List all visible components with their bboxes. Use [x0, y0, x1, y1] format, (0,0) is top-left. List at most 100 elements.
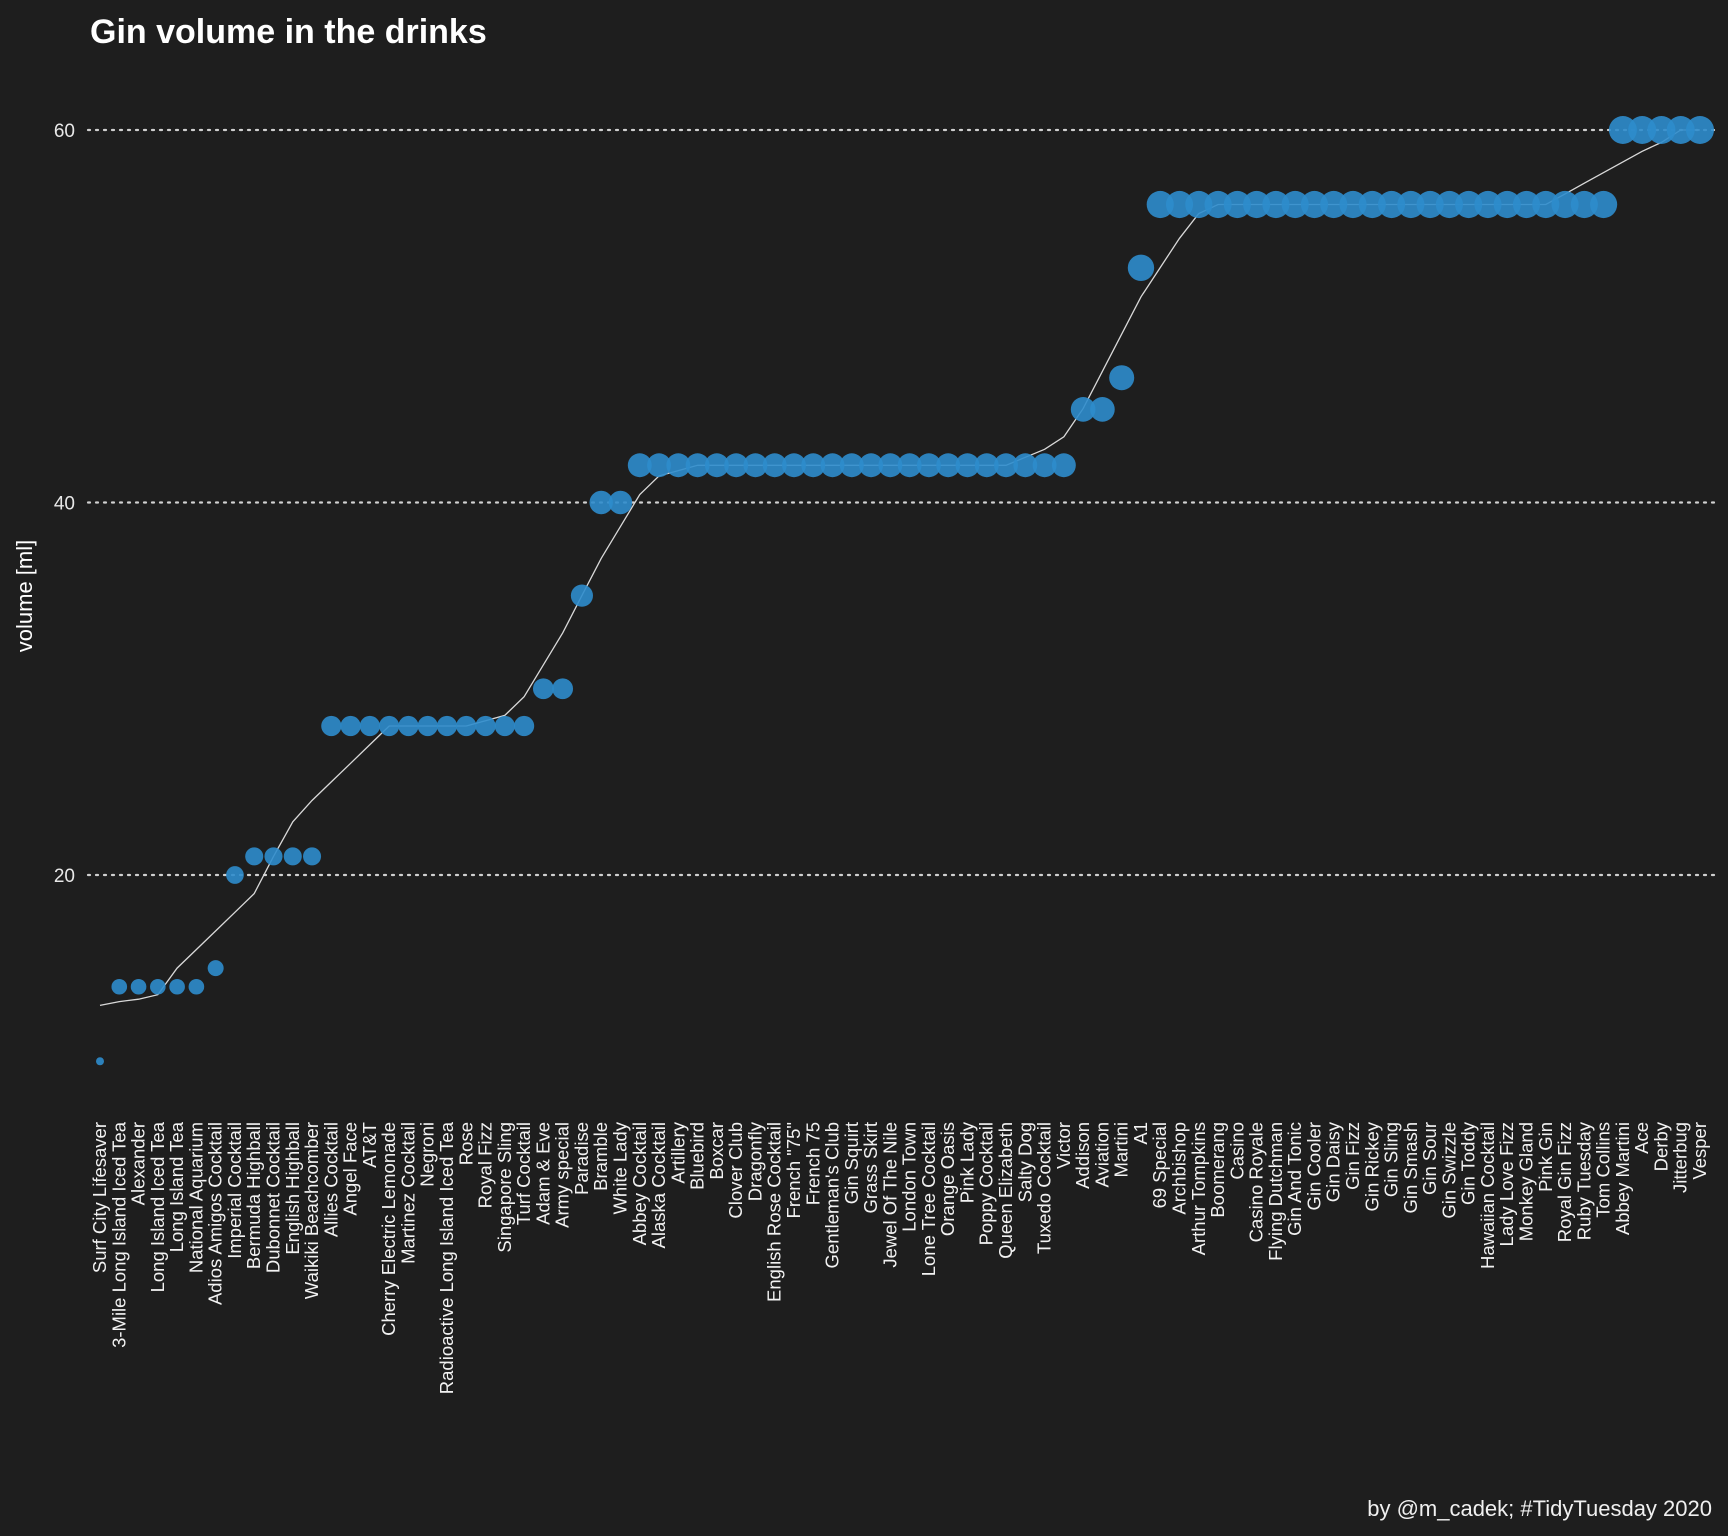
data-point — [1262, 190, 1290, 219]
x-tick-label: Royal Gin Fizz — [1554, 1122, 1575, 1242]
y-tick-label: 40 — [54, 494, 75, 515]
x-tick-label: Gin Swizzle — [1438, 1122, 1459, 1219]
data-point — [379, 715, 400, 737]
x-tick-label: Negroni — [417, 1122, 438, 1187]
x-tick-label: Salty Dog — [1014, 1122, 1035, 1202]
x-tick-label: National Aquarium — [185, 1122, 206, 1273]
data-point — [226, 866, 244, 884]
data-point — [704, 453, 729, 478]
x-tick-label: Abbey Cocktail — [629, 1122, 650, 1245]
x-tick-label: Queen Elizabeth — [995, 1122, 1016, 1259]
data-point — [974, 453, 999, 478]
x-tick-label: Martini — [1111, 1122, 1132, 1178]
x-tick-label: Long Island Tea — [166, 1121, 187, 1252]
data-point — [570, 584, 593, 607]
x-tick-label: Gin Toddy — [1458, 1121, 1479, 1205]
x-tick-label: White Lady — [609, 1121, 630, 1214]
x-tick-label: Alexander — [128, 1122, 149, 1205]
data-point — [627, 453, 652, 478]
x-tick-label: Pink Gin — [1535, 1122, 1556, 1192]
data-point — [936, 453, 961, 478]
data-point — [801, 453, 826, 478]
x-tick-label: Abbey Martini — [1612, 1122, 1633, 1235]
data-point — [724, 453, 749, 478]
data-point — [1127, 254, 1155, 282]
data-point — [417, 715, 438, 737]
caption: by @m_cadek; #TidyTuesday 2020 — [1367, 1496, 1712, 1521]
x-tick-label: Surf City Lifesaver — [89, 1122, 110, 1273]
data-point — [436, 715, 458, 737]
data-point — [1223, 190, 1251, 219]
data-point — [207, 960, 224, 977]
data-point — [1416, 190, 1444, 219]
x-tick-label: Rose — [455, 1122, 476, 1165]
data-point — [111, 978, 128, 995]
data-point — [589, 490, 613, 515]
x-tick-label: A1 — [1130, 1122, 1151, 1145]
x-tick-label: AT&T — [359, 1122, 380, 1168]
data-point — [1243, 190, 1271, 219]
data-point — [839, 453, 864, 478]
x-tick-label: Gin Smash — [1400, 1122, 1421, 1214]
data-point — [1032, 453, 1057, 478]
x-tick-label: Grass Skirt — [860, 1122, 881, 1213]
x-tick-label: Adios Amigos Cocktail — [205, 1122, 226, 1305]
data-point — [1358, 190, 1386, 219]
x-tick-label: English Rose Cocktail — [764, 1122, 785, 1302]
x-tick-label: Pink Lady — [956, 1121, 977, 1203]
data-point — [820, 453, 845, 478]
data-point — [1339, 190, 1367, 219]
data-point — [1570, 190, 1598, 219]
x-tick-label: Victor — [1053, 1122, 1074, 1169]
x-tick-label: French 75 — [802, 1122, 823, 1205]
data-point — [955, 453, 980, 478]
x-tick-label: Cherry Electric Lemonade — [378, 1122, 399, 1336]
data-point — [1090, 397, 1115, 422]
x-tick-label: Addison — [1072, 1122, 1093, 1189]
x-tick-label: Gentleman's Club — [822, 1122, 843, 1268]
data-point — [1512, 190, 1541, 219]
data-point — [916, 453, 941, 478]
data-point — [608, 490, 633, 515]
x-tick-label: Artillery — [667, 1121, 688, 1183]
x-tick-label: Allies Cocktail — [320, 1122, 341, 1237]
x-tick-label: Poppy Cocktail — [976, 1122, 997, 1245]
x-tick-label: 69 Special — [1149, 1122, 1170, 1208]
data-point — [1165, 190, 1194, 219]
gridlines — [86, 128, 1716, 877]
x-tick-label: Adam & Eve — [532, 1122, 553, 1225]
x-tick-label: Gin Squirt — [841, 1122, 862, 1204]
data-point — [859, 453, 884, 478]
x-tick-label: Bluebird — [687, 1122, 708, 1190]
data-point — [494, 715, 515, 737]
x-tick-label: Bramble — [590, 1122, 611, 1191]
data-point — [1493, 190, 1521, 219]
y-axis-title: volume [ml] — [12, 540, 37, 652]
data-point — [1320, 190, 1348, 219]
data-point — [1551, 190, 1579, 219]
data-point — [96, 1057, 104, 1066]
x-tick-label: Long Island Iced Tea — [147, 1121, 168, 1292]
x-tick-label: Boxcar — [706, 1122, 727, 1180]
x-tick-label: Dragonfly — [744, 1121, 765, 1201]
x-tick-label: Vesper — [1689, 1122, 1710, 1180]
x-tick-label: Imperial Cocktail — [224, 1122, 245, 1259]
data-point — [188, 978, 205, 995]
data-point — [1051, 453, 1076, 478]
x-tick-label: Gin Fizz — [1342, 1122, 1363, 1190]
x-tick-label: 3-Mile Long Island Iced Tea — [108, 1121, 129, 1348]
data-point — [1532, 190, 1560, 219]
x-tick-label: Gin Sling — [1381, 1122, 1402, 1197]
x-tick-label: Gin Sour — [1419, 1122, 1440, 1195]
x-tick-label: Ruby Tuesday — [1573, 1121, 1594, 1240]
data-point — [321, 715, 342, 737]
x-tick-label: Turf Cocktail — [513, 1122, 534, 1225]
data-point — [1608, 116, 1637, 144]
x-tick-label: Jewel Of The Nile — [879, 1122, 900, 1268]
x-tick-label: Clover Club — [725, 1122, 746, 1219]
x-tick-label: Derby — [1650, 1121, 1671, 1171]
x-tick-label: Bermuda Highball — [243, 1122, 264, 1269]
data-point — [245, 847, 264, 866]
data-point — [1455, 190, 1483, 219]
